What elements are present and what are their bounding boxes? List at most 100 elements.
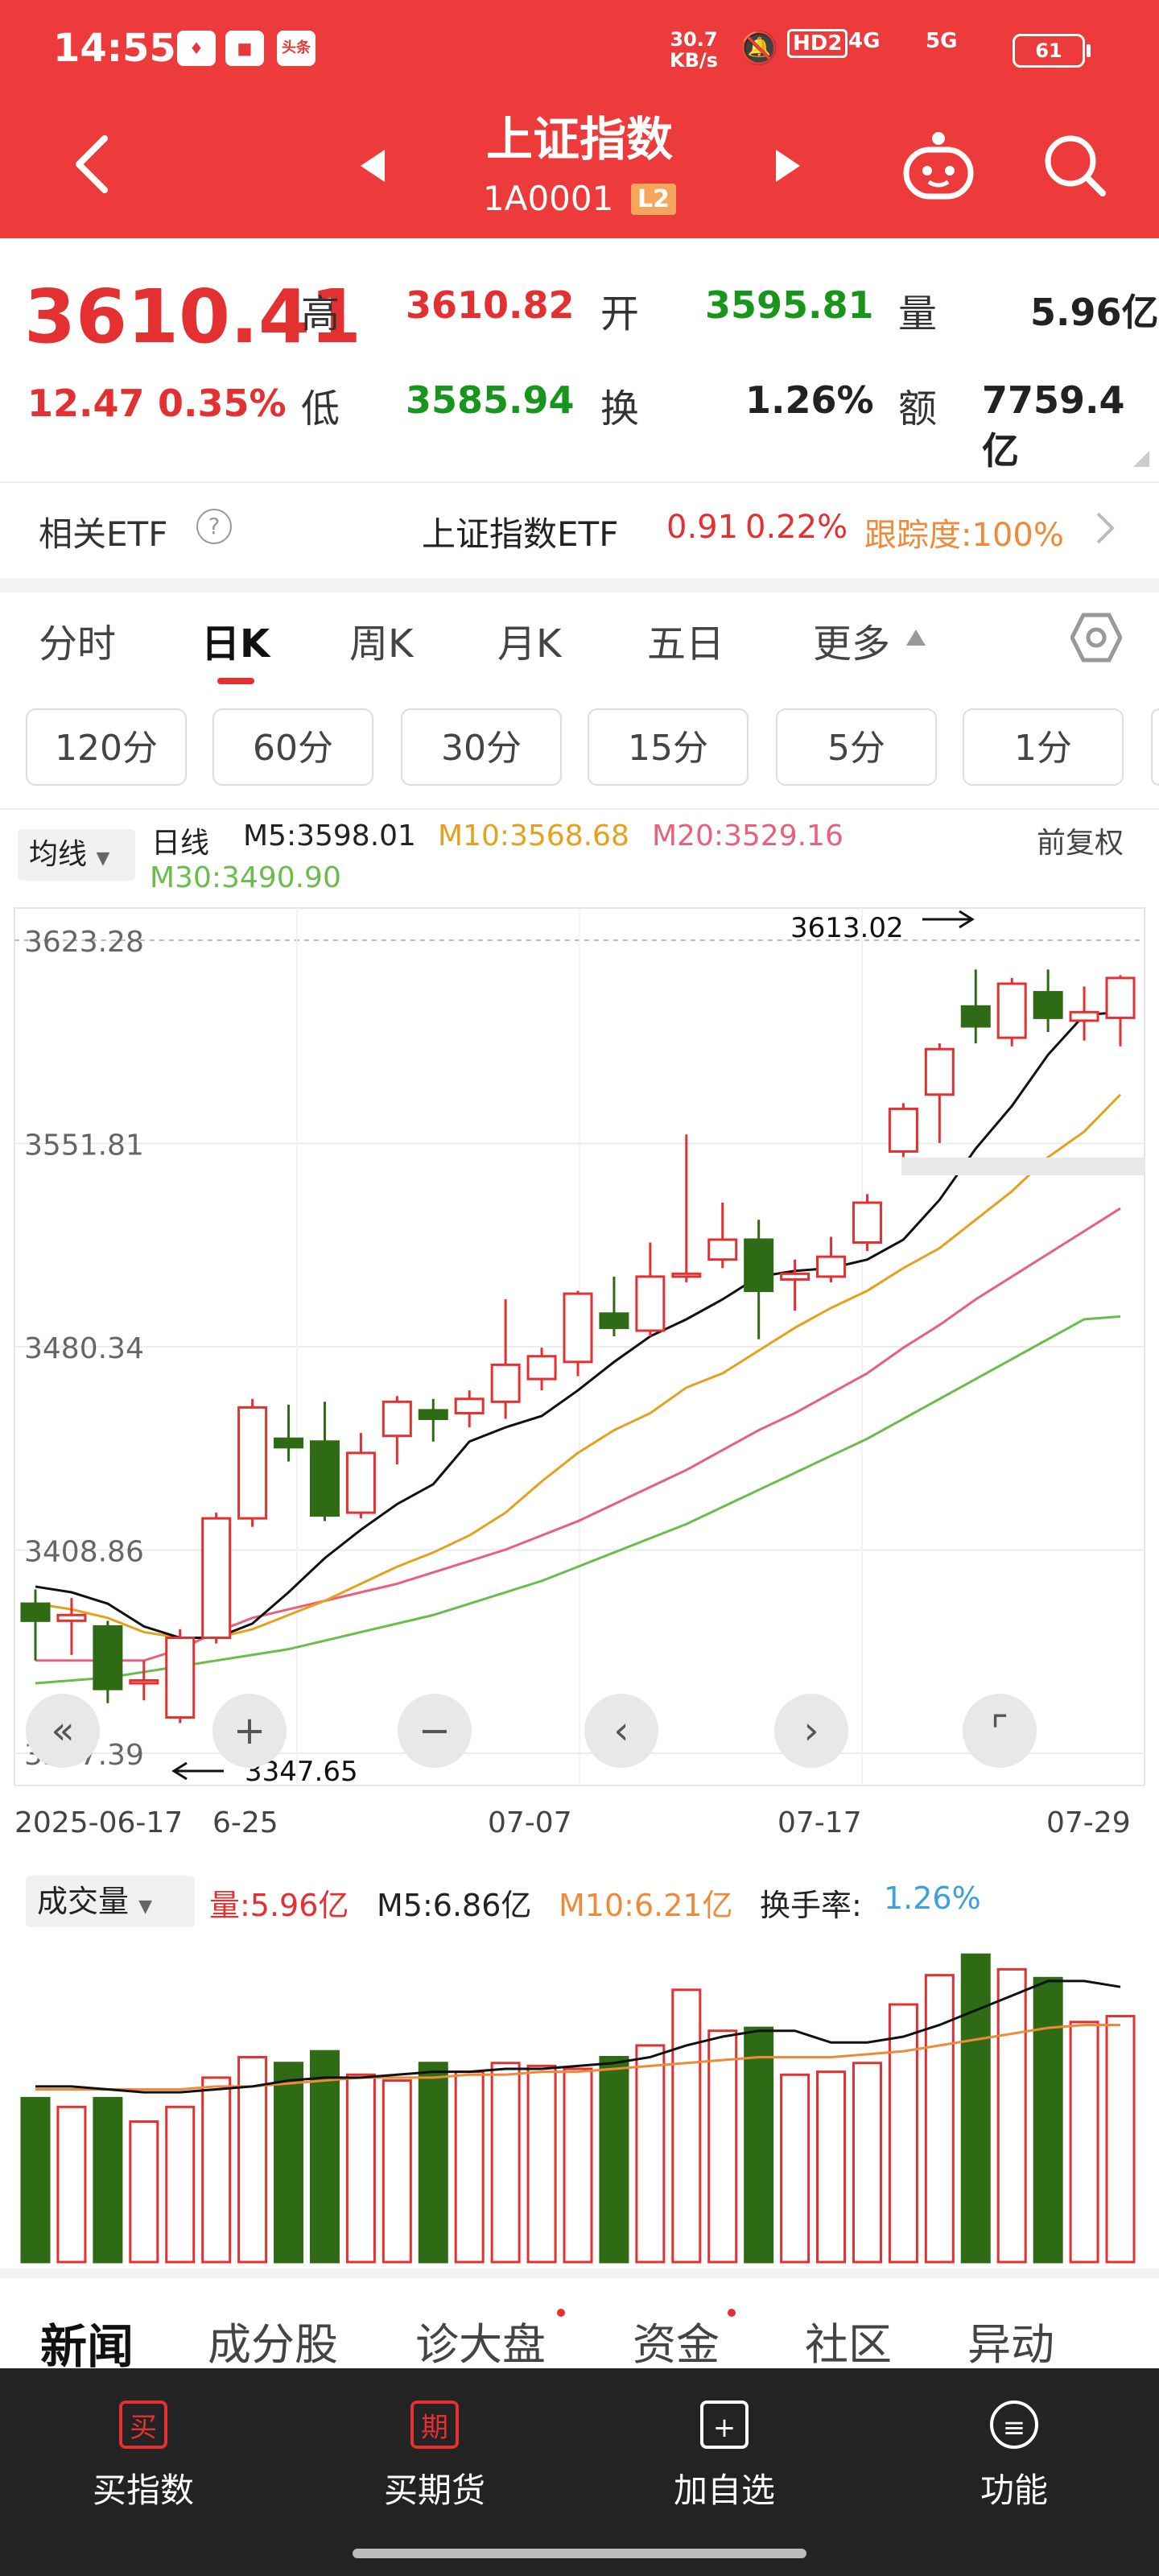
etf-pct: 0.22% (745, 509, 848, 546)
candle (852, 1201, 882, 1244)
tab-15min[interactable]: 15分 (588, 708, 749, 786)
volume-bar (563, 2067, 593, 2264)
candle (780, 1272, 810, 1281)
candle (816, 1255, 847, 1278)
candle (56, 1613, 87, 1622)
app-notify-icon-2: ■ (225, 31, 264, 66)
candle (490, 1363, 521, 1403)
open-label: 开 (600, 291, 640, 336)
next-stock-icon[interactable] (773, 148, 802, 184)
volume-indicator-select[interactable]: 成交量 ▼ (26, 1876, 195, 1927)
pan-right-icon[interactable]: › (774, 1694, 848, 1768)
tab-60min[interactable]: 60分 (212, 708, 373, 786)
volume-bar (129, 2120, 159, 2264)
ma5-value: M5:3598.01 (243, 819, 416, 852)
new-dot-badge-2 (728, 2309, 736, 2317)
double-left-icon[interactable]: « (26, 1694, 100, 1768)
turnover-label: 换 (600, 386, 640, 431)
level2-badge[interactable]: L2 (631, 184, 676, 215)
tab-market-diagnosis[interactable]: 诊大盘 (415, 2319, 546, 2370)
ma20-line (35, 1207, 1121, 1662)
candle (960, 1005, 991, 1028)
max-price-label: 3613.02 (790, 912, 904, 944)
etf-price: 0.91 (666, 509, 739, 546)
candle (635, 1275, 666, 1332)
tab-1min[interactable]: 1分 (963, 708, 1124, 786)
tab-anomaly[interactable]: 异动 (967, 2319, 1054, 2370)
x-tick-1: 6-25 (212, 1806, 278, 1839)
ma-select[interactable]: 均线 ▼ (18, 829, 135, 881)
turnover-rate-label: 换手率: (760, 1888, 862, 1923)
tab-weekly-k[interactable]: 周K (349, 621, 414, 667)
tab-daily-k[interactable]: 日K (201, 621, 270, 667)
volume-bar (996, 1967, 1027, 2264)
tab-30min[interactable]: 30分 (401, 708, 562, 786)
nav-add-watchlist[interactable]: + 加自选 (652, 2401, 797, 2512)
candle (93, 1624, 123, 1690)
tab-five-day[interactable]: 五日 (647, 621, 725, 667)
tab-monthly-k[interactable]: 月K (497, 621, 562, 667)
min-arrowhead (171, 1761, 188, 1781)
zoom-in-icon[interactable]: + (212, 1694, 287, 1768)
hd-icon: HD2 (787, 29, 848, 58)
turnover-value: 1.26% (745, 378, 874, 422)
y-tick-label: 3623.28 (24, 926, 144, 959)
tab-funds[interactable]: 资金 (633, 2319, 720, 2370)
volume-bar (1105, 2015, 1136, 2264)
candle (165, 1637, 196, 1719)
volume-bar (744, 2026, 774, 2264)
x-tick-0: 2025-06-17 (14, 1806, 184, 1839)
candle (707, 1238, 738, 1261)
candle (418, 1409, 448, 1421)
etf-label: 相关ETF (39, 514, 168, 554)
amount-label: 额 (898, 386, 938, 431)
price-change-pct: 0.35% (158, 382, 287, 425)
settings-hex-icon[interactable] (1070, 612, 1122, 663)
ma30-line (35, 1315, 1121, 1685)
toutiao-icon: 头条 (277, 31, 316, 66)
tab-community[interactable]: 社区 (805, 2319, 892, 2370)
expand-corner-icon[interactable] (1132, 449, 1151, 469)
nav-functions[interactable]: ≡ 功能 (942, 2401, 1087, 2512)
buy-futures-icon: 期 (410, 2401, 459, 2449)
volume-bar (599, 2055, 629, 2264)
tab-news[interactable]: 新闻 (40, 2319, 134, 2374)
robot-assistant-icon[interactable] (901, 129, 975, 201)
back-icon[interactable] (69, 132, 118, 196)
price-band-marker (901, 1158, 1145, 1175)
nav-buy-index[interactable]: 买买指数 (71, 2401, 216, 2512)
volume-chart[interactable] (0, 1924, 1159, 2270)
candle (237, 1406, 268, 1520)
tab-constituents[interactable]: 成分股 (208, 2319, 338, 2370)
adjust-mode[interactable]: 前复权 (1037, 827, 1124, 860)
volume-label: 量 (898, 291, 938, 336)
volume-ma10: M10:6.21亿 (559, 1888, 733, 1923)
search-icon[interactable] (1043, 134, 1107, 198)
chevron-right-icon[interactable] (1093, 510, 1117, 546)
tab-5min[interactable]: 5分 (776, 708, 937, 786)
tab-more[interactable]: 更多 (813, 621, 891, 667)
nav-buy-futures[interactable]: 期买期货 (362, 2401, 507, 2512)
tab-intraday[interactable]: 分时 (39, 621, 117, 667)
candle (924, 1047, 955, 1096)
candle (201, 1517, 232, 1640)
volume-bar (309, 2050, 340, 2264)
fullscreen-icon[interactable]: ⌜ (963, 1694, 1037, 1768)
help-icon[interactable]: ? (196, 509, 232, 544)
candle (1069, 1010, 1099, 1022)
bottom-nav: 买买指数 期买期货 + 加自选 ≡ 功能 (0, 2368, 1159, 2576)
candle (888, 1107, 918, 1153)
ma20-value: M20:3529.16 (652, 819, 843, 852)
volume-bar (93, 2096, 123, 2264)
prev-stock-icon[interactable] (359, 148, 388, 184)
volume-bar (1033, 1976, 1063, 2264)
y-tick-label: 3551.81 (24, 1129, 144, 1162)
etf-name[interactable]: 上证指数ETF (422, 514, 619, 554)
pan-left-icon[interactable]: ‹ (584, 1694, 658, 1768)
etf-tracking: 跟踪度:100% (864, 517, 1064, 554)
tab-120min[interactable]: 120分 (26, 708, 187, 786)
volume-bar (274, 2062, 304, 2264)
volume-bar (852, 2062, 882, 2264)
zoom-out-icon[interactable]: − (398, 1694, 472, 1768)
